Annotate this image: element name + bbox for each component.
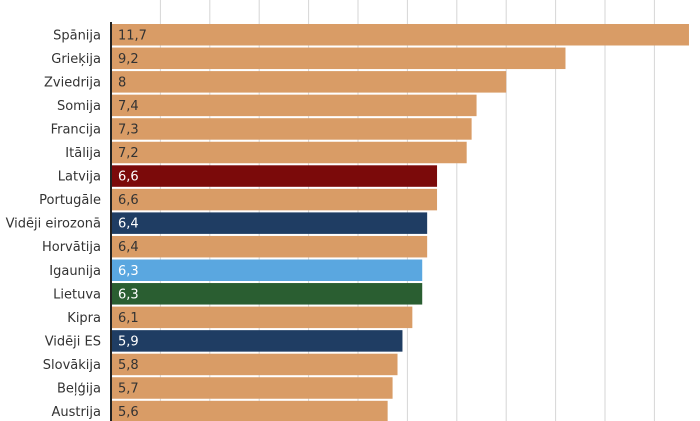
bar [111,400,388,421]
bar [111,94,477,117]
data-label: 5,9 [118,334,139,349]
data-label: 5,6 [118,405,139,420]
data-label: 5,7 [118,382,139,397]
bar [111,71,507,93]
bar [111,212,428,234]
category-label: Zviedrija [44,75,101,90]
data-label: 6,6 [118,170,139,185]
data-label: 6,6 [118,193,139,208]
value-labels: 11,7 9,2 8 7,4 7,3 7,2 6,6 6,6 6,4 6,4 6,3 6,3 6,1 5,… [118,28,147,420]
category-label: Grieķija [51,52,101,67]
bar [111,283,423,305]
data-label: 11,7 [118,28,147,43]
bar [111,47,566,70]
category-label: Itālija [65,146,101,161]
bar [111,330,403,352]
category-label: Portugāle [39,193,101,208]
bar [111,141,467,164]
category-label: Latvija [58,170,101,185]
data-label: 6,4 [118,240,139,255]
bar [111,118,472,140]
category-label: Spānija [53,28,101,43]
bar [111,24,689,46]
category-label: Francija [51,122,101,137]
category-label: Igaunija [49,264,101,279]
data-label: 7,3 [118,122,139,137]
category-label: Austrija [51,405,101,420]
data-label: 6,1 [118,311,139,326]
bar [111,377,393,399]
category-label: Lietuva [53,287,101,302]
category-label: Horvātija [42,240,101,255]
data-label: 6,3 [118,264,139,279]
bar [111,353,398,376]
gridlines [159,0,655,421]
data-label: 5,8 [118,358,139,373]
data-label: 6,4 [118,217,139,232]
category-label: Kipra [67,311,101,326]
category-labels: Spānija Grieķija Zviedrija Somija Francija It… [6,28,101,420]
category-label: Vidēji eirozonā [6,217,101,232]
category-label: Somija [57,99,101,114]
data-label: 8 [118,75,126,90]
bar [111,235,428,258]
data-label: 6,3 [118,287,139,302]
bars [111,24,689,421]
bar [111,259,423,281]
category-label: Slovākija [43,358,101,373]
data-label: 7,4 [118,99,139,114]
data-label: 9,2 [118,52,139,67]
bar [111,306,413,329]
category-label: Beļģija [57,382,101,397]
bar [111,165,438,187]
data-label: 7,2 [118,146,139,161]
bar [111,188,438,211]
category-label: Vidēji ES [45,334,101,349]
